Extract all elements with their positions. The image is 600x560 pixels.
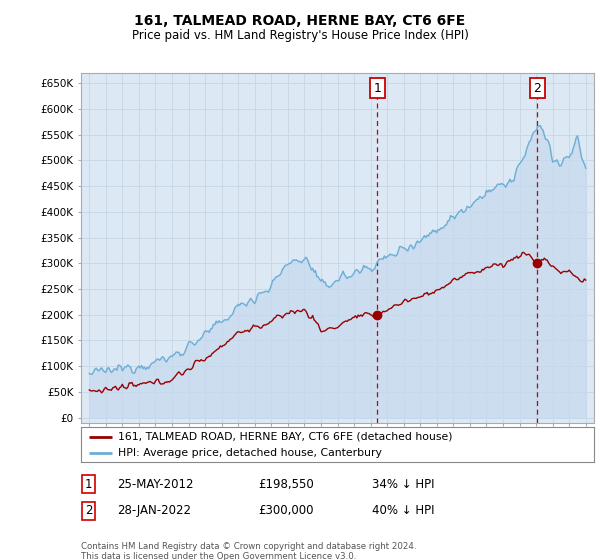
Text: Contains HM Land Registry data © Crown copyright and database right 2024.
This d: Contains HM Land Registry data © Crown c…	[81, 542, 416, 560]
Text: 34% ↓ HPI: 34% ↓ HPI	[372, 478, 434, 491]
Text: 28-JAN-2022: 28-JAN-2022	[117, 504, 191, 517]
Text: 2: 2	[533, 82, 541, 95]
Text: 161, TALMEAD ROAD, HERNE BAY, CT6 6FE: 161, TALMEAD ROAD, HERNE BAY, CT6 6FE	[134, 14, 466, 28]
Text: 25-MAY-2012: 25-MAY-2012	[117, 478, 193, 491]
Text: 1: 1	[373, 82, 381, 95]
Text: £300,000: £300,000	[258, 504, 314, 517]
Text: Price paid vs. HM Land Registry's House Price Index (HPI): Price paid vs. HM Land Registry's House …	[131, 29, 469, 42]
Text: 2: 2	[85, 504, 92, 517]
Text: £198,550: £198,550	[258, 478, 314, 491]
Text: 161, TALMEAD ROAD, HERNE BAY, CT6 6FE (detached house): 161, TALMEAD ROAD, HERNE BAY, CT6 6FE (d…	[118, 432, 452, 442]
Text: 40% ↓ HPI: 40% ↓ HPI	[372, 504, 434, 517]
Text: 1: 1	[85, 478, 92, 491]
Text: HPI: Average price, detached house, Canterbury: HPI: Average price, detached house, Cant…	[118, 448, 382, 458]
